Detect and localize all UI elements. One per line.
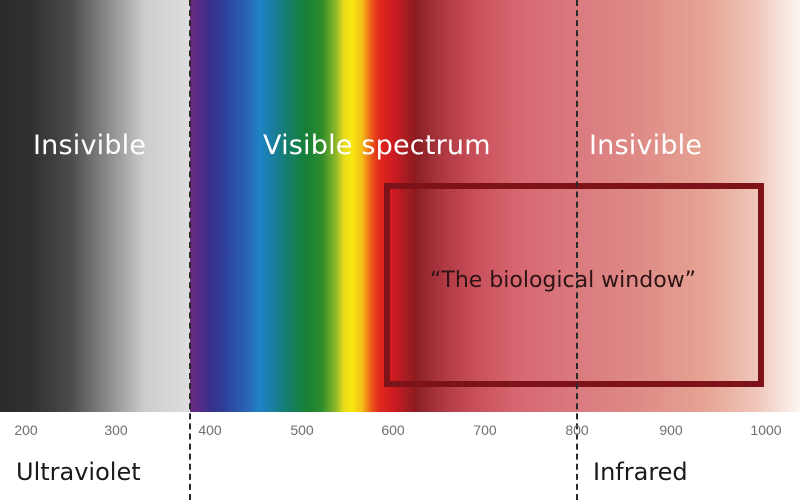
- uv-boundary-dashed-line: [189, 0, 191, 500]
- infrared-label: Infrared: [593, 458, 688, 486]
- infrared-band: [416, 0, 800, 412]
- tick-label-600: 600: [381, 422, 405, 438]
- insivible-right-label: Insivible: [589, 130, 703, 161]
- ultraviolet-label: Ultraviolet: [16, 458, 141, 486]
- tick-label-1000: 1000: [750, 422, 782, 438]
- tick-label-800: 800: [565, 422, 589, 438]
- biological-window-label: “The biological window”: [430, 268, 697, 293]
- ir-boundary-dashed-line: [576, 0, 578, 500]
- spectrum-band: Insivible Visible spectrum Insivible: [0, 0, 800, 412]
- wavelength-axis: 200 300 400 500 600 700 800 900 1000: [0, 412, 800, 452]
- visible-spectrum-band: [190, 0, 416, 412]
- insivible-left-label: Insivible: [33, 130, 147, 161]
- tick-label-700: 700: [473, 422, 497, 438]
- visible-spectrum-label: Visible spectrum: [263, 130, 491, 161]
- tick-label-500: 500: [290, 422, 314, 438]
- ultraviolet-band: [0, 0, 190, 412]
- biological-window-box: [384, 183, 764, 387]
- tick-label-200: 200: [14, 422, 38, 438]
- tick-label-900: 900: [659, 422, 683, 438]
- tick-label-300: 300: [104, 422, 128, 438]
- tick-label-400: 400: [198, 422, 222, 438]
